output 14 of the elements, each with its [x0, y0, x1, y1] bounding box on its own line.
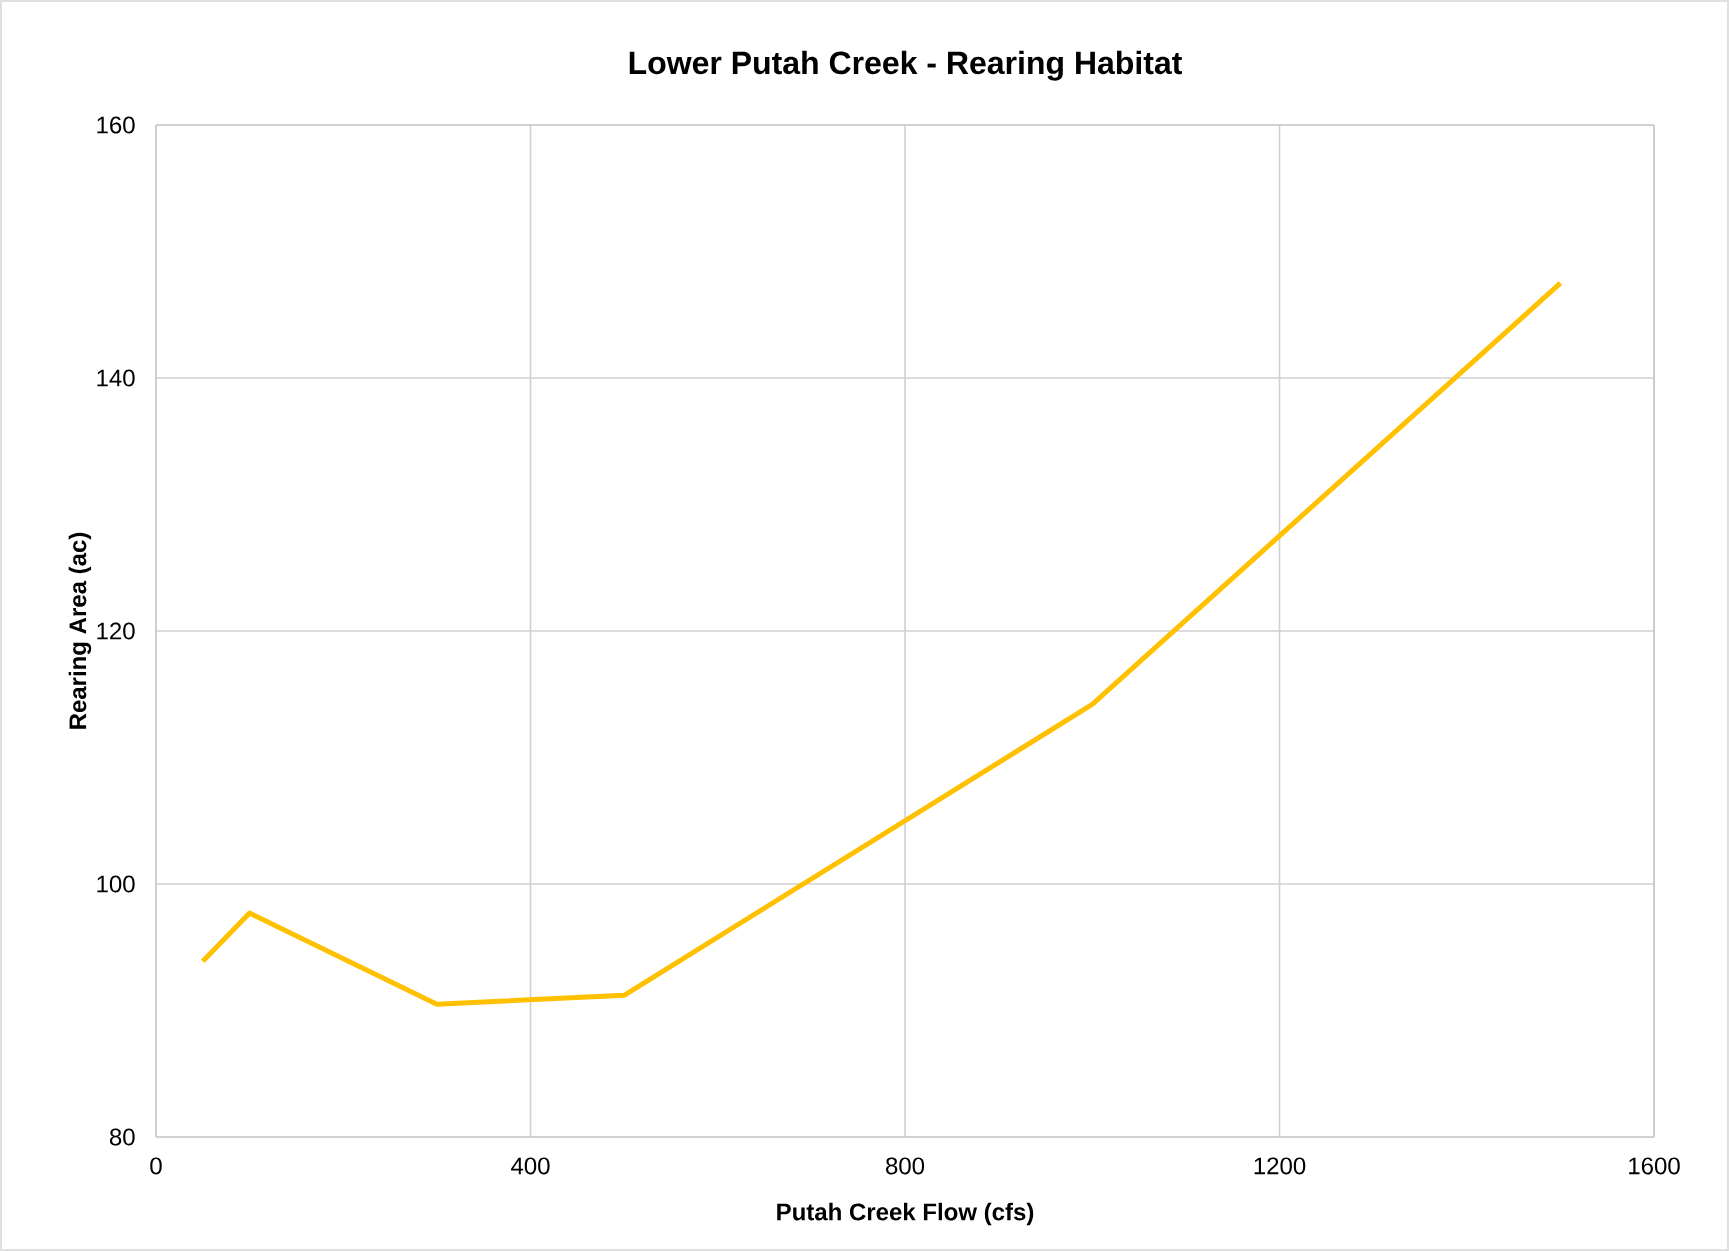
y-axis-title: Rearing Area (ac) [68, 532, 92, 729]
x-tick-label: 800 [886, 1157, 925, 1175]
x-tick-label: 0 [150, 1157, 162, 1175]
x-tick-label: 400 [511, 1157, 550, 1175]
y-tick-label: 160 [97, 116, 135, 134]
y-tick-label: 140 [97, 369, 135, 387]
y-tick-label: 120 [97, 622, 135, 640]
line-series [200, 280, 1563, 1007]
chart-title: Lower Putah Creek - Rearing Habitat [629, 50, 1182, 81]
y-tick-label: 100 [97, 875, 135, 893]
x-axis-title: Putah Creek Flow (cfs) [777, 1202, 1034, 1226]
x-tick-label: 1600 [1629, 1157, 1680, 1175]
x-tick-label: 1200 [1254, 1157, 1306, 1175]
y-tick-label: 80 [109, 1128, 135, 1146]
